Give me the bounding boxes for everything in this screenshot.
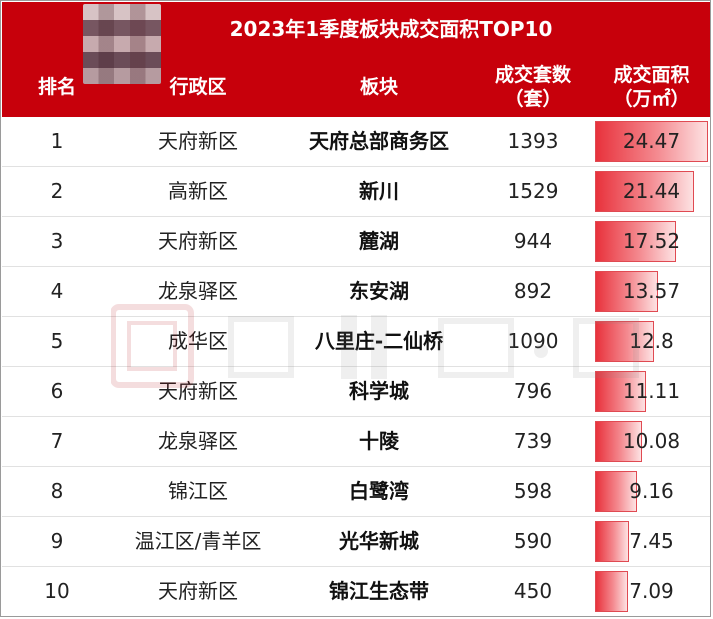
area-value-label: 9.16 bbox=[629, 479, 674, 503]
header-count-line2: （套） bbox=[504, 88, 562, 110]
area-value-label: 21.44 bbox=[622, 179, 681, 203]
block-cell: 麓湖 bbox=[359, 229, 399, 253]
count-cell: 944 bbox=[513, 229, 553, 253]
table-row: 2 高新区 新川 1529 21.44 bbox=[2, 167, 710, 217]
area-bar bbox=[595, 271, 658, 312]
table-row: 7 龙泉驿区 十陵 739 10.08 bbox=[2, 417, 710, 467]
area-bar bbox=[595, 521, 629, 562]
rank-cell: 3 bbox=[50, 229, 64, 253]
count-cell: 739 bbox=[513, 429, 553, 453]
header-area-line1: 成交面积 bbox=[613, 64, 690, 86]
district-cell: 天府新区 bbox=[158, 579, 238, 603]
block-cell: 新川 bbox=[359, 179, 399, 203]
rank-cell: 10 bbox=[44, 579, 70, 603]
block-cell: 锦江生态带 bbox=[329, 579, 429, 603]
area-bar bbox=[595, 571, 628, 612]
count-cell: 450 bbox=[513, 579, 553, 603]
blurred-avatar-image bbox=[83, 4, 161, 84]
header-block: 板块 bbox=[359, 76, 398, 98]
chart-title: 2023年1季度板块成交面积TOP10 bbox=[229, 17, 553, 41]
block-cell: 东安湖 bbox=[349, 279, 409, 303]
table-row: 6 天府新区 科学城 796 11.11 bbox=[2, 367, 710, 417]
block-cell: 十陵 bbox=[359, 429, 399, 453]
district-cell: 龙泉驿区 bbox=[158, 429, 238, 453]
rank-cell: 5 bbox=[50, 329, 64, 353]
rank-cell: 4 bbox=[50, 279, 64, 303]
header-district: 行政区 bbox=[169, 76, 227, 98]
count-cell: 796 bbox=[513, 379, 553, 403]
rank-cell: 7 bbox=[50, 429, 64, 453]
rank-cell: 6 bbox=[50, 379, 64, 403]
count-cell: 1393 bbox=[507, 129, 559, 153]
block-cell: 白鹭湾 bbox=[349, 479, 409, 503]
header-count: 成交套数 （套） bbox=[474, 57, 592, 117]
header-area: 成交面积 （万㎡） bbox=[592, 57, 710, 117]
district-cell: 龙泉驿区 bbox=[158, 279, 238, 303]
area-bar bbox=[595, 421, 642, 462]
block-cell: 科学城 bbox=[349, 379, 409, 403]
area-bar bbox=[595, 171, 694, 212]
table-row: 10 天府新区 锦江生态带 450 7.09 bbox=[2, 567, 710, 616]
header-rank: 排名 bbox=[37, 76, 76, 98]
count-cell: 892 bbox=[513, 279, 553, 303]
count-cell: 1090 bbox=[507, 329, 559, 353]
block-cell: 八里庄-二仙桥 bbox=[314, 329, 444, 353]
district-cell: 温江区/青羊区 bbox=[134, 529, 262, 553]
district-cell: 天府新区 bbox=[158, 229, 238, 253]
table-row: 9 温江区/青羊区 光华新城 590 7.45 bbox=[2, 517, 710, 567]
district-cell: 天府新区 bbox=[158, 379, 238, 403]
district-cell: 成华区 bbox=[168, 329, 228, 353]
area-value-label: 7.09 bbox=[629, 579, 674, 603]
rank-cell: 9 bbox=[50, 529, 64, 553]
area-bar bbox=[595, 121, 708, 162]
count-cell: 590 bbox=[513, 529, 553, 553]
block-cell: 天府总部商务区 bbox=[309, 129, 449, 153]
area-bar bbox=[595, 321, 654, 362]
area-value-label: 11.11 bbox=[622, 379, 681, 403]
count-cell: 598 bbox=[513, 479, 553, 503]
area-value-label: 17.52 bbox=[622, 229, 681, 253]
count-cell: 1529 bbox=[507, 179, 559, 203]
rank-cell: 8 bbox=[50, 479, 64, 503]
area-value-label: 12.8 bbox=[629, 329, 674, 353]
rank-cell: 1 bbox=[50, 129, 64, 153]
header-area-line2: （万㎡） bbox=[613, 88, 690, 110]
area-bar bbox=[595, 221, 676, 262]
district-cell: 锦江区 bbox=[168, 479, 228, 503]
table-row: 1 天府新区 天府总部商务区 1393 24.47 bbox=[2, 117, 710, 167]
block-cell: 光华新城 bbox=[339, 529, 419, 553]
header-count-line1: 成交套数 bbox=[494, 64, 571, 86]
district-cell: 天府新区 bbox=[158, 129, 238, 153]
area-value-label: 24.47 bbox=[622, 129, 681, 153]
table-row: 5 成华区 八里庄-二仙桥 1090 12.8 bbox=[2, 317, 710, 367]
table-row: 8 锦江区 白鹭湾 598 9.16 bbox=[2, 467, 710, 517]
area-value-label: 13.57 bbox=[622, 279, 681, 303]
district-cell: 高新区 bbox=[168, 179, 228, 203]
area-bar bbox=[595, 471, 637, 512]
rank-cell: 2 bbox=[50, 179, 64, 203]
table-row: 3 天府新区 麓湖 944 17.52 bbox=[2, 217, 710, 267]
area-value-label: 10.08 bbox=[622, 429, 681, 453]
area-bar bbox=[595, 371, 646, 412]
area-value-label: 7.45 bbox=[629, 529, 674, 553]
table-row: 4 龙泉驿区 东安湖 892 13.57 bbox=[2, 267, 710, 317]
